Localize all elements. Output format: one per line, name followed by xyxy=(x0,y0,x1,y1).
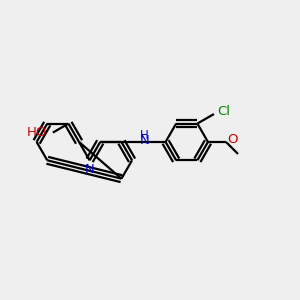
Text: N: N xyxy=(140,134,149,147)
Text: H: H xyxy=(140,129,149,142)
Text: Cl: Cl xyxy=(218,105,230,118)
Text: N: N xyxy=(85,163,94,176)
Text: HO: HO xyxy=(27,126,47,139)
Text: O: O xyxy=(227,133,238,146)
